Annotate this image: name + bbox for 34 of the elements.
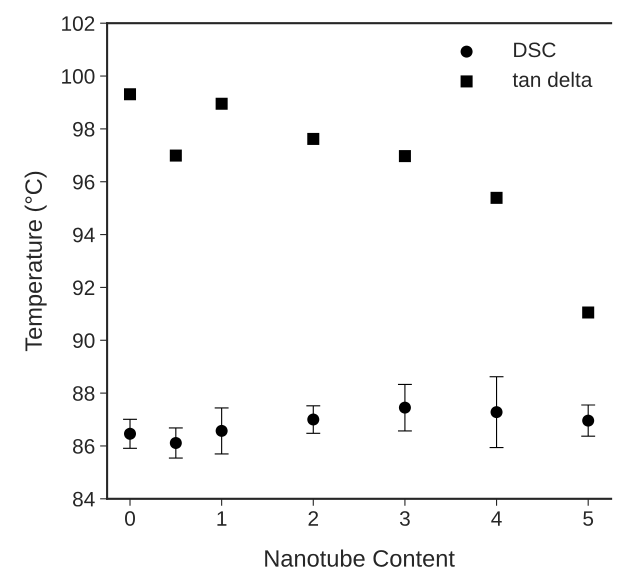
- point: [307, 414, 320, 426]
- y-tick-label: 100: [62, 69, 94, 84]
- y-tick-label: 88: [73, 386, 94, 401]
- y-tick-label: 96: [73, 174, 94, 190]
- point: [124, 428, 136, 440]
- x-tick-label: 1: [217, 511, 226, 526]
- x-tick-label: 3: [400, 511, 410, 526]
- y-tick-label: 102: [62, 16, 94, 31]
- y-tick-label: 86: [73, 438, 94, 454]
- x-tick-label: 2: [308, 511, 318, 526]
- y-tick-label: 90: [73, 333, 94, 348]
- point: [490, 406, 503, 418]
- y-tick-label: 98: [73, 122, 94, 137]
- x-tick-label: 4: [491, 511, 502, 526]
- x-tick-label: 0: [125, 511, 135, 526]
- point: [170, 437, 182, 450]
- y-axis-title: Temperature (°C): [24, 172, 47, 352]
- point: [398, 150, 411, 162]
- point: [124, 88, 136, 100]
- y-tick-label: 84: [73, 492, 95, 507]
- point: [216, 98, 228, 110]
- legend-label: DSC: [514, 42, 556, 58]
- x-axis-title: Nanotube Content: [265, 549, 455, 567]
- y-tick-label: 94: [73, 228, 95, 242]
- point: [490, 192, 503, 204]
- point: [216, 424, 228, 437]
- y-tick-label: 92: [73, 280, 94, 296]
- point: [582, 306, 594, 319]
- point: [398, 402, 411, 414]
- point: [307, 132, 320, 145]
- x-tick-label: 5: [583, 511, 594, 526]
- point: [170, 150, 182, 162]
- point: [582, 414, 594, 427]
- legend-label: tan delta: [512, 72, 592, 88]
